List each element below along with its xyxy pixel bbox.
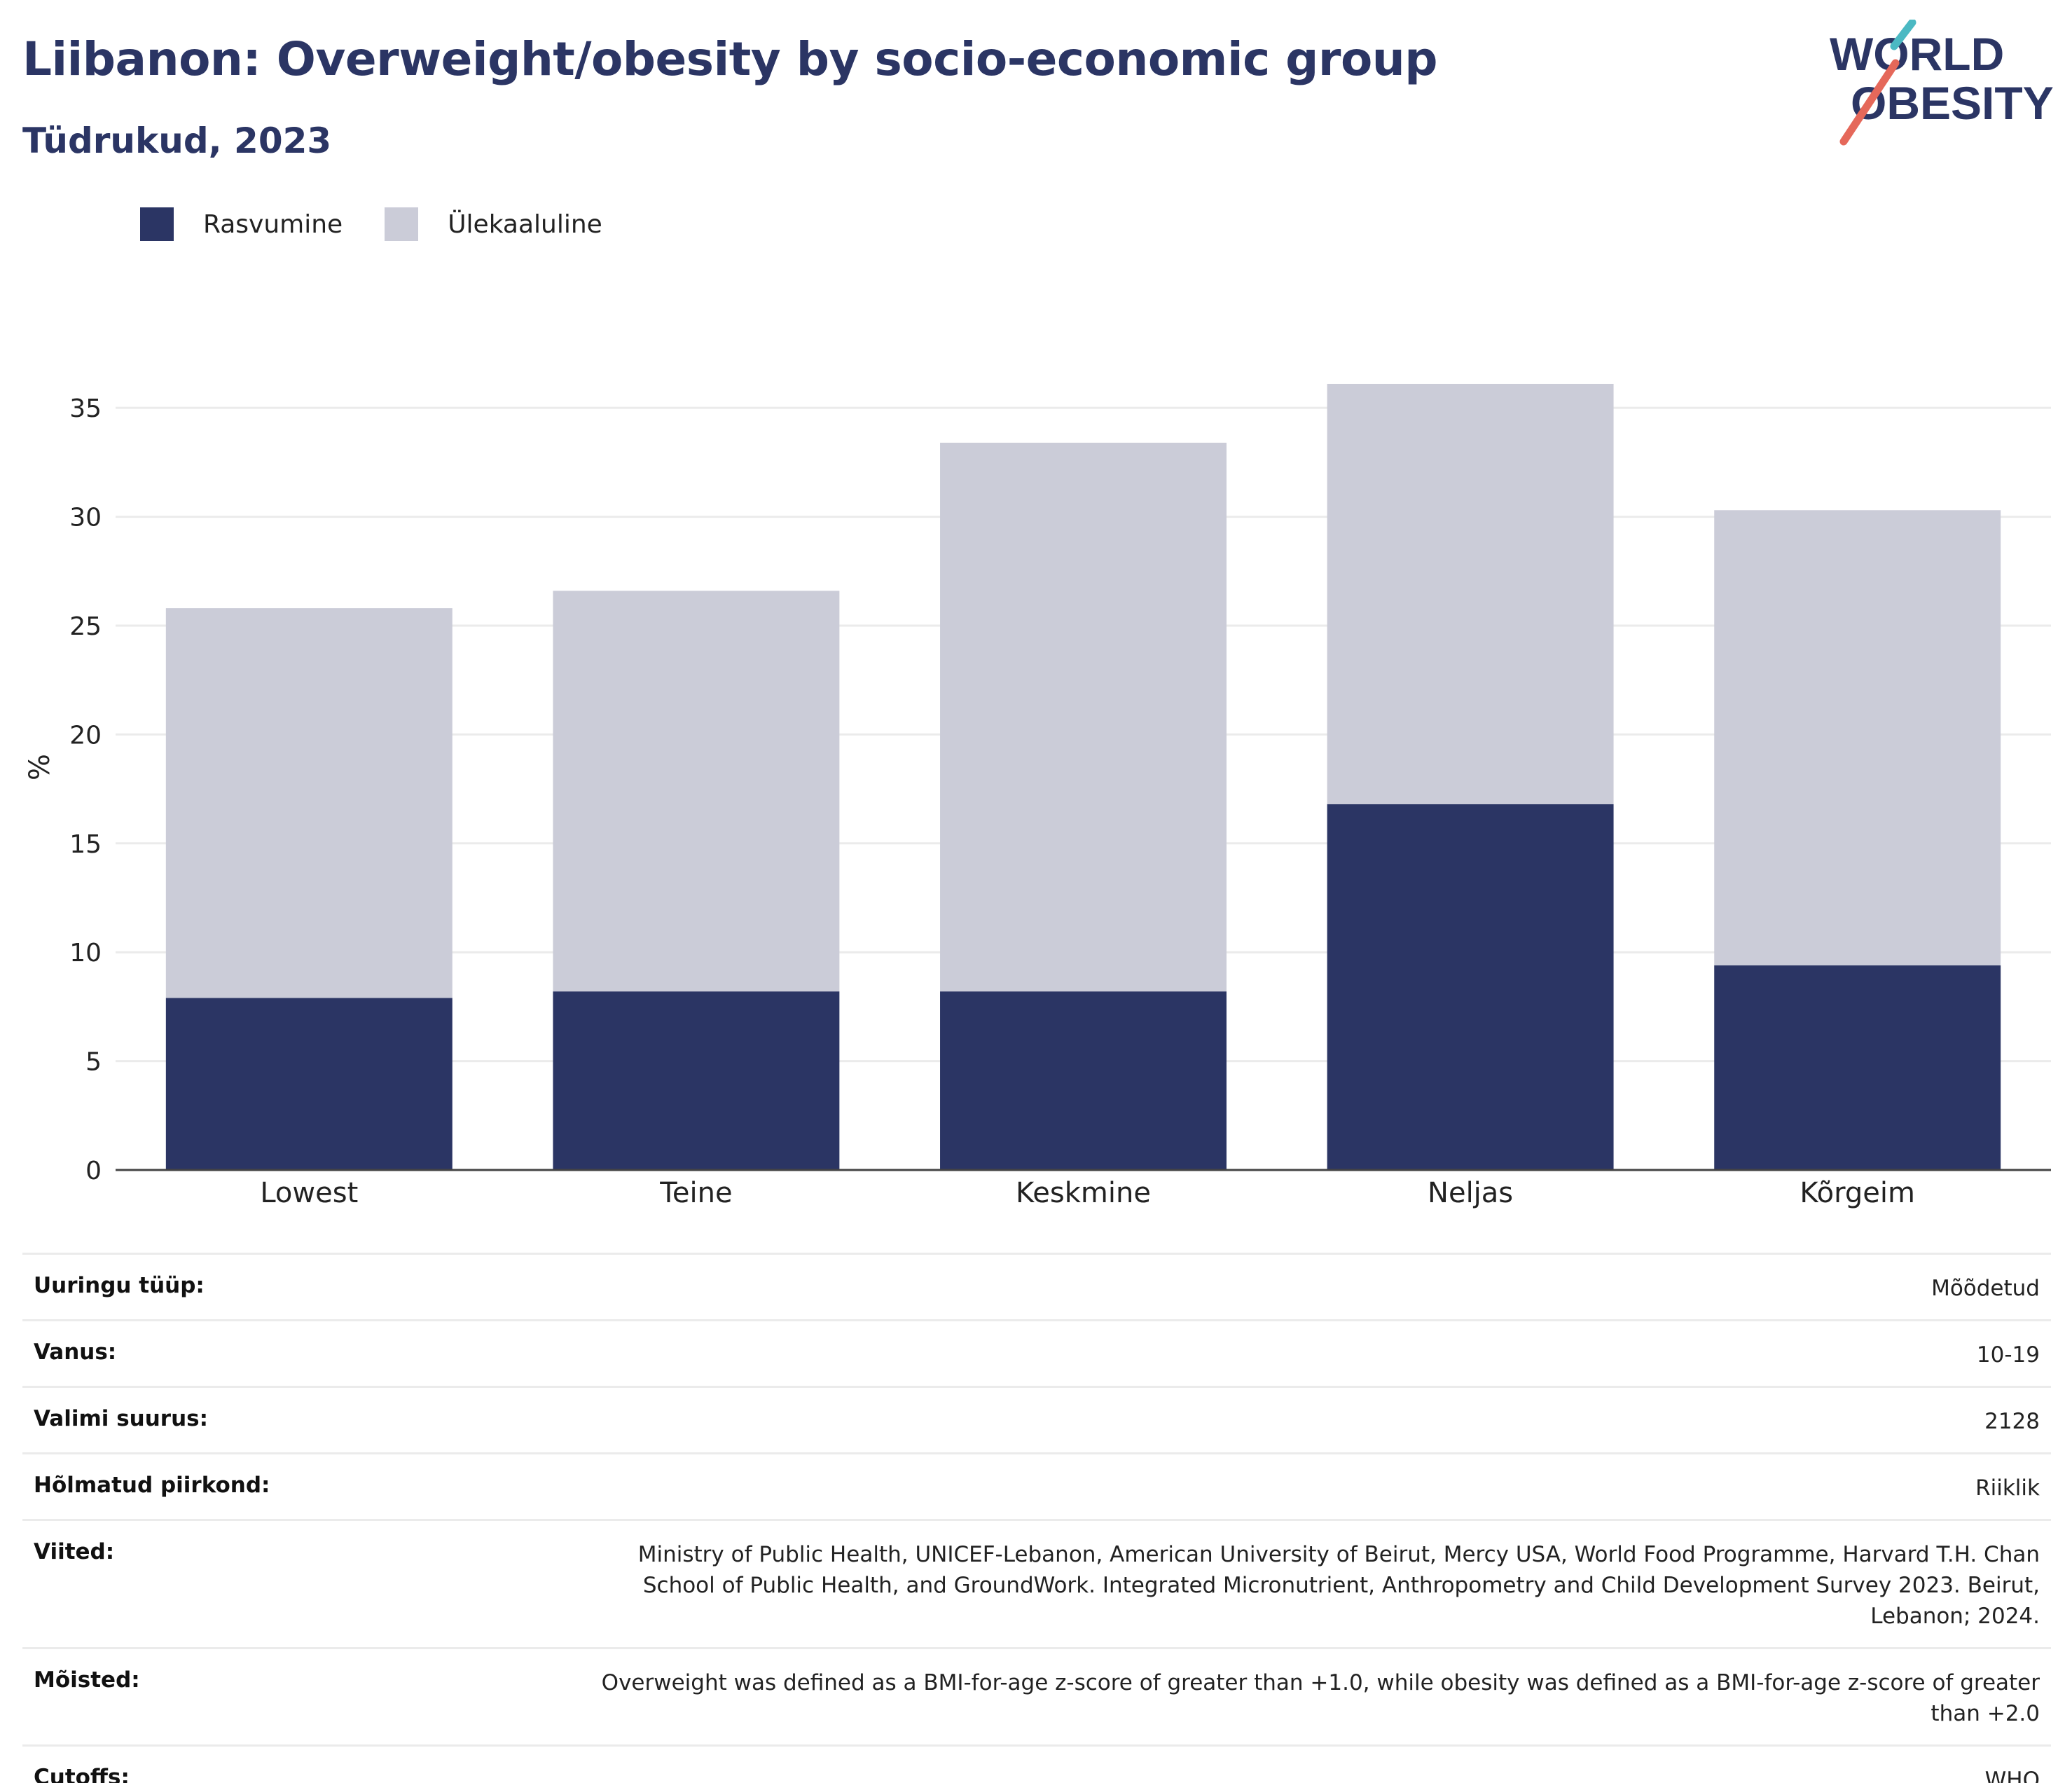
legend-swatch-obesity	[140, 207, 174, 241]
meta-row: Uuringu tüüp: Mõõdetud	[22, 1253, 2051, 1319]
legend-item-obesity[interactable]: Rasvumine	[140, 207, 343, 241]
meta-key: Valimi suurus:	[34, 1406, 208, 1431]
meta-value: Mõõdetud	[1931, 1276, 2040, 1301]
meta-key: Uuringu tüüp:	[34, 1273, 205, 1298]
meta-key: Cutoffs:	[34, 1765, 130, 1783]
x-tick-label: Lowest	[260, 1177, 358, 1209]
bar-obesity	[165, 998, 453, 1170]
y-tick-label: 10	[69, 939, 102, 968]
meta-value: Overweight was defined as a BMI-for-age …	[601, 1670, 2040, 1726]
y-axis-label: %	[24, 754, 56, 780]
legend-item-overweight[interactable]: Ülekaaluline	[385, 207, 602, 241]
chart-title: Liibanon: Overweight/obesity by socio-ec…	[22, 32, 1438, 86]
survey-details-table: Uuringu tüüp: Mõõdetud Vanus: 10-19 Valimi s…	[22, 1253, 2051, 1783]
bar-overweight	[940, 442, 1227, 992]
meta-value: 10-19	[1976, 1342, 2040, 1368]
bar-obesity	[1714, 965, 2001, 1170]
x-tick-label: Kõrgeim	[1800, 1177, 1915, 1209]
bar-obesity	[940, 991, 1227, 1170]
logo-slash-teal	[1890, 20, 1916, 50]
meta-value: 2128	[1984, 1409, 2040, 1434]
bar-overweight	[165, 608, 453, 998]
meta-key: Vanus:	[34, 1340, 117, 1365]
meta-key: Hõlmatud piirkond:	[34, 1473, 270, 1498]
y-tick-label: 35	[69, 394, 102, 423]
y-tick-label: 25	[69, 612, 102, 641]
y-tick-label: 30	[69, 504, 102, 532]
meta-key: Viited:	[34, 1539, 115, 1564]
meta-value: Riiklik	[1975, 1475, 2040, 1501]
meta-value: Ministry of Public Health, UNICEF-Lebano…	[637, 1542, 2040, 1629]
meta-row: Valimi suurus: 2128	[22, 1386, 2051, 1452]
legend-label-obesity: Rasvumine	[203, 209, 343, 239]
y-tick-label: 15	[69, 830, 102, 859]
meta-value: WHO	[1984, 1768, 2040, 1783]
bar-overweight	[1327, 383, 1614, 804]
meta-row: Mõisted: Overweight was defined as a BMI-…	[22, 1647, 2051, 1744]
world-obesity-logo: WORLD OBESITY	[1830, 20, 2054, 146]
meta-row: Cutoffs: WHO	[22, 1744, 2051, 1783]
bar-overweight	[1714, 510, 2001, 965]
legend-swatch-overweight	[385, 207, 419, 241]
chart-legend: Rasvumine Ülekaaluline	[140, 207, 644, 241]
meta-key: Mõisted:	[34, 1667, 140, 1693]
bar-obesity	[553, 991, 840, 1170]
y-tick-label: 0	[85, 1157, 102, 1185]
y-tick-label: 20	[69, 721, 102, 750]
y-tick-label: 5	[85, 1048, 102, 1077]
bar-overweight	[553, 591, 840, 992]
logo-line1: WORLD	[1830, 28, 2004, 80]
meta-row: Vanus: 10-19	[22, 1319, 2051, 1386]
meta-row: Hõlmatud piirkond: Riiklik	[22, 1452, 2051, 1519]
x-tick-label: Keskmine	[1016, 1177, 1151, 1209]
x-tick-label: Neljas	[1428, 1177, 1513, 1209]
meta-row: Viited: Ministry of Public Health, UNICEF…	[22, 1519, 2051, 1647]
legend-label-overweight: Ülekaaluline	[448, 209, 602, 239]
x-tick-label: Teine	[659, 1177, 732, 1209]
bar-obesity	[1327, 804, 1614, 1170]
stacked-bar-chart: 0 5 10 15 20 25 30 35% Lowest Teine Keskmine Neljas…	[24, 383, 2051, 1209]
chart-subtitle: Tüdrukud, 2023	[22, 121, 332, 161]
logo-slash-coral	[1839, 59, 1900, 146]
